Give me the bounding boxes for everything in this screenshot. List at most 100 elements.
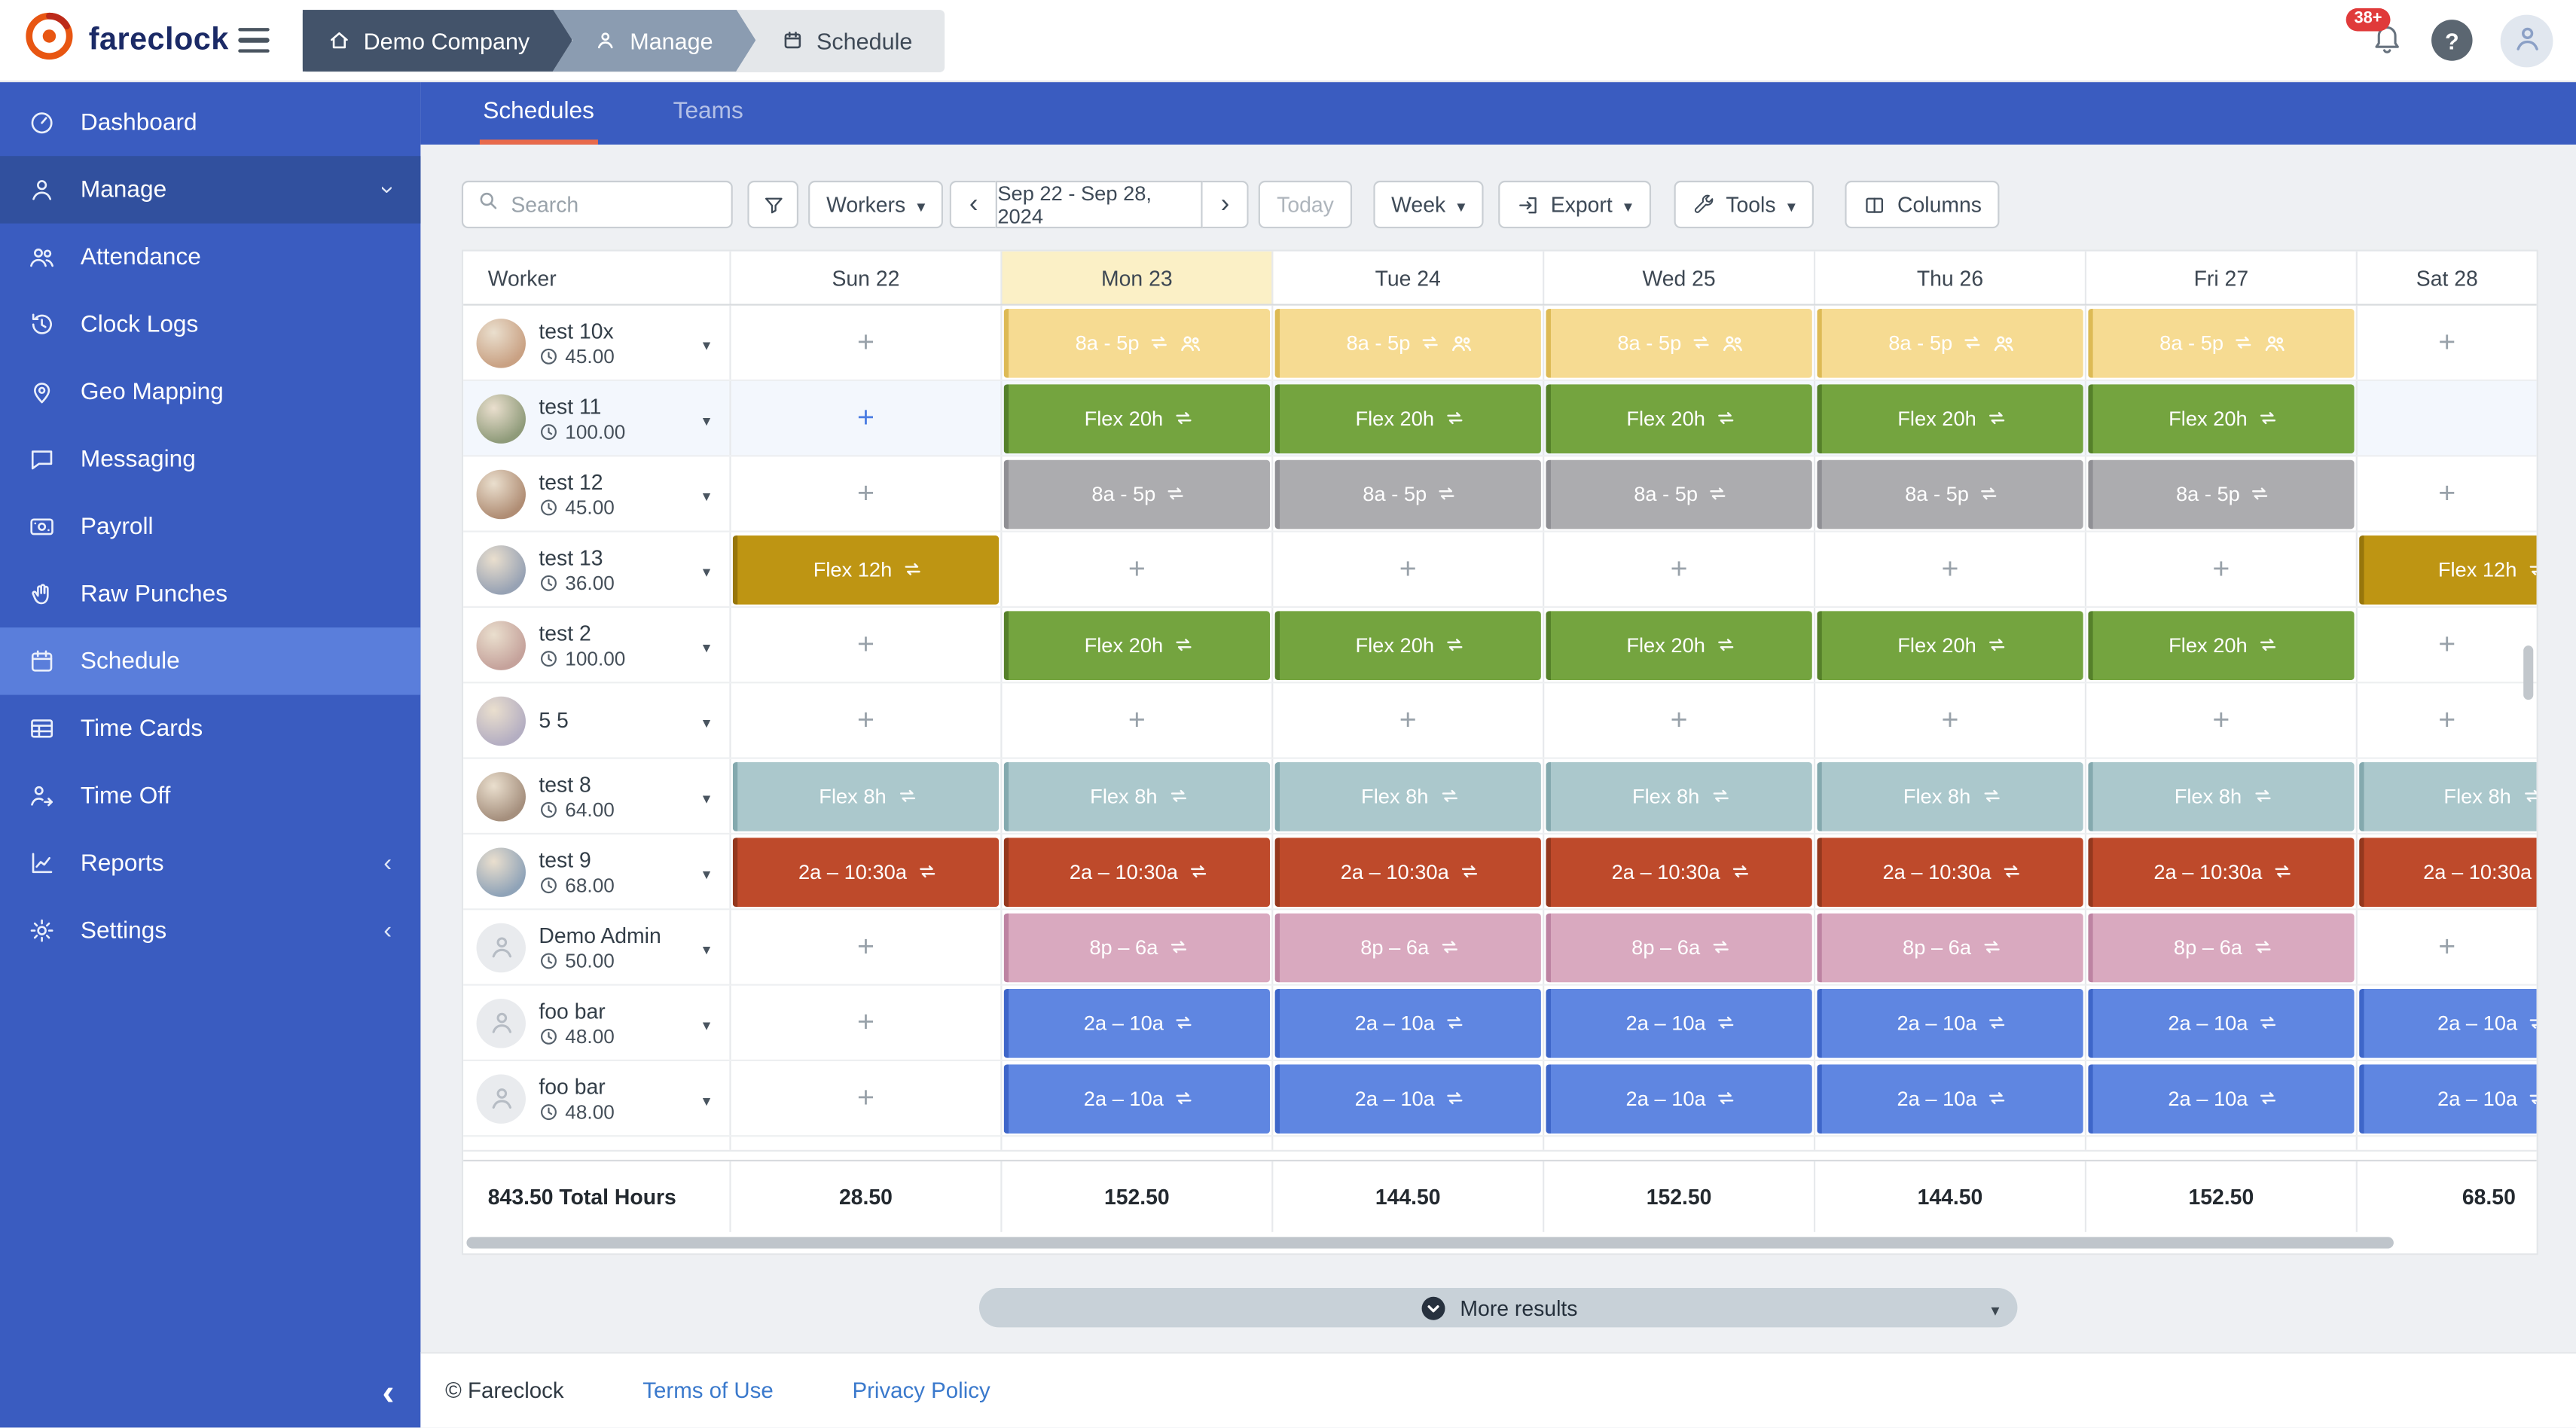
sidebar-item-raw-punches[interactable]: Raw Punches bbox=[0, 560, 420, 627]
sidebar-collapse-button[interactable] bbox=[382, 1372, 394, 1414]
horizontal-scrollbar[interactable] bbox=[466, 1237, 2394, 1249]
shift-block[interactable]: 2a – 10a bbox=[1817, 987, 2083, 1057]
shift-block[interactable]: 2a – 10:30a bbox=[732, 837, 1000, 906]
shift-block[interactable]: Flex 8h bbox=[1274, 761, 1541, 831]
shift-block[interactable]: 2a – 10a bbox=[2359, 987, 2537, 1057]
shift-block[interactable]: 2a – 10:30a bbox=[1817, 837, 2083, 906]
shift-block[interactable]: 2a – 10:30a bbox=[1274, 837, 1541, 906]
sidebar-item-geo-mapping[interactable]: Geo Mapping bbox=[0, 358, 420, 425]
add-shift-cell[interactable] bbox=[2358, 456, 2537, 530]
shift-block[interactable]: 2a – 10a bbox=[1546, 987, 1812, 1057]
add-shift-cell[interactable] bbox=[731, 910, 1003, 984]
breadcrumb-manage[interactable]: Manage bbox=[553, 9, 756, 72]
shift-block[interactable]: Flex 8h bbox=[2359, 761, 2537, 831]
shift-block[interactable]: 8p – 6a bbox=[1003, 912, 1271, 982]
filter-button[interactable] bbox=[747, 180, 799, 229]
vertical-scrollbar[interactable] bbox=[2523, 645, 2534, 700]
sidebar-item-manage[interactable]: Manage bbox=[0, 156, 421, 224]
worker-menu-caret[interactable] bbox=[700, 554, 719, 584]
search-input[interactable] bbox=[511, 192, 719, 217]
shift-block[interactable]: 8p – 6a bbox=[1546, 912, 1812, 982]
shift-block[interactable]: 8a - 5p bbox=[2088, 459, 2355, 529]
shift-block[interactable]: 2a – 10a bbox=[2088, 1063, 2355, 1133]
add-shift-cell[interactable] bbox=[2358, 910, 2537, 984]
prev-week-button[interactable] bbox=[950, 180, 997, 229]
shift-block[interactable]: 2a – 10a bbox=[2359, 1063, 2537, 1133]
shift-block[interactable]: 8a - 5p bbox=[1274, 459, 1541, 529]
shift-block[interactable]: Flex 8h bbox=[1003, 761, 1271, 831]
add-shift-cell[interactable] bbox=[1002, 532, 1274, 606]
next-week-button[interactable] bbox=[1202, 180, 1250, 229]
shift-block[interactable]: 2a – 10:30a bbox=[2359, 837, 2537, 906]
week-dropdown[interactable]: Week bbox=[1373, 180, 1484, 229]
worker-menu-caret[interactable] bbox=[700, 1008, 719, 1037]
breadcrumb-schedule[interactable]: Schedule bbox=[736, 9, 945, 72]
today-button[interactable]: Today bbox=[1259, 180, 1352, 229]
shift-block[interactable]: 2a – 10:30a bbox=[2088, 837, 2355, 906]
add-shift-cell[interactable] bbox=[731, 608, 1003, 682]
sidebar-item-clock-logs[interactable]: Clock Logs bbox=[0, 291, 420, 358]
add-shift-cell[interactable] bbox=[1815, 683, 2087, 758]
add-shift-cell[interactable] bbox=[731, 1061, 1003, 1136]
sidebar-item-payroll[interactable]: Payroll bbox=[0, 493, 420, 560]
shift-block[interactable]: Flex 20h bbox=[1274, 610, 1541, 679]
sidebar-item-time-off[interactable]: Time Off bbox=[0, 762, 420, 829]
add-shift-cell[interactable] bbox=[2358, 608, 2537, 682]
user-avatar[interactable] bbox=[2500, 14, 2553, 67]
worker-menu-caret[interactable] bbox=[700, 706, 719, 735]
add-shift-cell[interactable] bbox=[1815, 532, 2087, 606]
shift-block[interactable]: 8a - 5p bbox=[1274, 307, 1541, 377]
add-shift-cell[interactable] bbox=[1544, 683, 1816, 758]
sidebar-item-messaging[interactable]: Messaging bbox=[0, 426, 420, 493]
shift-block[interactable]: Flex 20h bbox=[1274, 383, 1541, 453]
shift-block[interactable]: 2a – 10a bbox=[1546, 1063, 1812, 1133]
add-shift-cell[interactable] bbox=[1544, 532, 1816, 606]
shift-block[interactable]: 2a – 10:30a bbox=[1546, 837, 1812, 906]
worker-menu-caret[interactable] bbox=[700, 479, 719, 508]
sidebar-item-settings[interactable]: Settings bbox=[0, 897, 420, 964]
worker-menu-caret[interactable] bbox=[700, 328, 719, 357]
shift-block[interactable]: 8a - 5p bbox=[1546, 307, 1812, 377]
shift-block[interactable]: 2a – 10a bbox=[1274, 987, 1541, 1057]
workers-dropdown[interactable]: Workers bbox=[808, 180, 944, 229]
add-shift-cell[interactable] bbox=[1273, 683, 1545, 758]
shift-block[interactable]: 8a - 5p bbox=[2088, 307, 2355, 377]
terms-link[interactable]: Terms of Use bbox=[642, 1378, 774, 1403]
add-shift-cell[interactable] bbox=[731, 456, 1003, 531]
tools-button[interactable]: Tools bbox=[1673, 180, 1814, 229]
shift-block[interactable]: Flex 20h bbox=[2088, 383, 2355, 453]
shift-block[interactable]: 8a - 5p bbox=[1817, 459, 2083, 529]
add-shift-cell[interactable] bbox=[1273, 532, 1545, 606]
add-shift-cell[interactable] bbox=[731, 305, 1003, 380]
columns-button[interactable]: Columns bbox=[1845, 180, 2000, 229]
sidebar-item-time-cards[interactable]: Time Cards bbox=[0, 695, 420, 762]
shift-block[interactable]: Flex 20h bbox=[1003, 383, 1271, 453]
add-shift-cell[interactable] bbox=[731, 985, 1003, 1060]
export-button[interactable]: Export bbox=[1498, 180, 1651, 229]
shift-block[interactable]: Flex 20h bbox=[1817, 383, 2083, 453]
privacy-link[interactable]: Privacy Policy bbox=[852, 1378, 990, 1403]
add-shift-cell[interactable] bbox=[731, 683, 1003, 758]
shift-block[interactable]: 8a - 5p bbox=[1003, 459, 1271, 529]
shift-block[interactable]: Flex 20h bbox=[2088, 610, 2355, 679]
help-button[interactable] bbox=[2431, 20, 2473, 61]
shift-block[interactable]: 8a - 5p bbox=[1546, 459, 1812, 529]
shift-block[interactable]: Flex 20h bbox=[1817, 610, 2083, 679]
shift-block[interactable]: Flex 8h bbox=[732, 761, 1000, 831]
add-shift-cell[interactable] bbox=[2358, 306, 2537, 380]
add-shift-cell[interactable] bbox=[1002, 683, 1274, 758]
shift-block[interactable]: 2a – 10a bbox=[1003, 987, 1271, 1057]
brand[interactable]: fareclock bbox=[0, 11, 229, 69]
shift-block[interactable]: 8a - 5p bbox=[1003, 307, 1271, 377]
shift-block[interactable]: Flex 8h bbox=[1817, 761, 2083, 831]
shift-block[interactable]: 2a – 10a bbox=[1274, 1063, 1541, 1133]
shift-block[interactable]: Flex 8h bbox=[1546, 761, 1812, 831]
worker-menu-caret[interactable] bbox=[700, 932, 719, 962]
menu-toggle-button[interactable] bbox=[238, 27, 282, 53]
shift-block[interactable]: Flex 20h bbox=[1546, 610, 1812, 679]
shift-block[interactable]: Flex 8h bbox=[2088, 761, 2355, 831]
worker-menu-caret[interactable] bbox=[700, 403, 719, 432]
shift-block[interactable]: 8a - 5p bbox=[1817, 307, 2083, 377]
sidebar-item-reports[interactable]: Reports bbox=[0, 829, 420, 896]
tab-schedules[interactable]: Schedules bbox=[479, 82, 598, 145]
